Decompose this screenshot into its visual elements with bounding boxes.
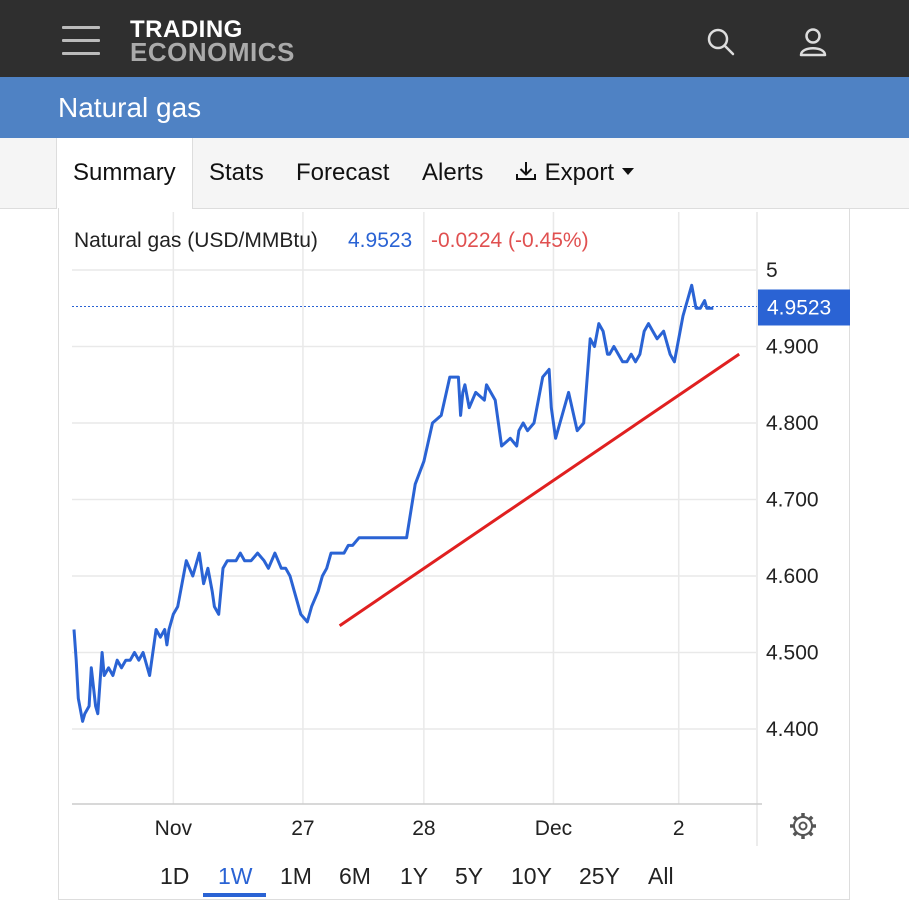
x-tick-label: Nov bbox=[155, 817, 193, 840]
chart-container bbox=[58, 208, 850, 900]
x-axis-labels: Nov 27 28 Dec 2 bbox=[155, 817, 685, 840]
quote-change: -0.0224 (-0.45%) bbox=[431, 229, 589, 252]
price-series-line bbox=[72, 283, 714, 723]
last-value-badge bbox=[758, 289, 850, 326]
page-title: Natural gas bbox=[58, 92, 202, 123]
y-tick-label: 4.800 bbox=[766, 412, 819, 435]
range-selector: 1D 1W 1M 6M 1Y 5Y 10Y 25Y All bbox=[0, 847, 909, 901]
tab-bar: Summary Stats Forecast Alerts Export bbox=[0, 138, 909, 209]
logo[interactable]: TRADING ECONOMICS bbox=[130, 16, 295, 67]
chart-settings-icon[interactable] bbox=[790, 813, 816, 839]
quote-name: Natural gas (USD/MMBtu) bbox=[74, 229, 318, 252]
hamburger-menu-icon[interactable] bbox=[62, 26, 100, 56]
range-6m[interactable]: 6M bbox=[339, 863, 371, 889]
tab-forecast[interactable]: Forecast bbox=[296, 138, 389, 208]
y-axis-labels: 5 4.900 4.800 4.700 4.600 4.500 4.400 bbox=[766, 259, 819, 741]
tab-alerts-label: Alerts bbox=[422, 159, 484, 186]
chart-grid bbox=[72, 212, 758, 846]
title-bar: Natural gas bbox=[0, 77, 909, 138]
tab-summary-label: Summary bbox=[73, 159, 176, 186]
y-tick-label: 4.400 bbox=[766, 718, 819, 741]
y-tick-label: 4.900 bbox=[766, 336, 819, 359]
y-tick-label: 4.600 bbox=[766, 565, 819, 588]
range-10y[interactable]: 10Y bbox=[511, 863, 552, 889]
logo-line-1: TRADING bbox=[130, 16, 243, 43]
tab-export-label: Export bbox=[544, 159, 615, 186]
tab-alerts[interactable]: Alerts bbox=[422, 138, 483, 208]
tab-stats-label: Stats bbox=[209, 159, 264, 186]
search-icon[interactable] bbox=[706, 27, 736, 57]
last-value-label: 4.9523 bbox=[767, 296, 831, 319]
caret-down-icon bbox=[621, 168, 634, 175]
tab-stats[interactable]: Stats bbox=[209, 138, 264, 208]
y-tick-label: 4.500 bbox=[766, 642, 819, 665]
range-all[interactable]: All bbox=[648, 863, 674, 889]
range-5y[interactable]: 5Y bbox=[455, 863, 484, 889]
x-tick-label: 2 bbox=[673, 817, 685, 840]
trend-line bbox=[338, 352, 741, 627]
logo-line-2: ECONOMICS bbox=[130, 37, 295, 67]
y-tick-label: 4.700 bbox=[766, 489, 819, 512]
x-tick-label: 28 bbox=[412, 817, 435, 840]
range-1d[interactable]: 1D bbox=[160, 863, 190, 889]
y-tick-label: 5 bbox=[766, 259, 778, 282]
tab-export[interactable]: Export bbox=[514, 138, 635, 208]
x-tick-label: Dec bbox=[535, 817, 572, 840]
range-1m[interactable]: 1M bbox=[280, 863, 312, 889]
active-range-indicator bbox=[203, 893, 266, 897]
top-bar: TRADING ECONOMICS bbox=[0, 0, 909, 77]
x-tick-label: 27 bbox=[291, 817, 314, 840]
tab-summary[interactable]: Summary bbox=[56, 138, 193, 209]
tab-forecast-label: Forecast bbox=[296, 159, 390, 186]
quote-price: 4.9523 bbox=[348, 229, 412, 252]
download-icon bbox=[516, 162, 536, 180]
user-icon[interactable] bbox=[798, 27, 828, 57]
range-25y[interactable]: 25Y bbox=[579, 863, 620, 889]
range-1y[interactable]: 1Y bbox=[400, 863, 429, 889]
range-1w[interactable]: 1W bbox=[218, 863, 253, 889]
